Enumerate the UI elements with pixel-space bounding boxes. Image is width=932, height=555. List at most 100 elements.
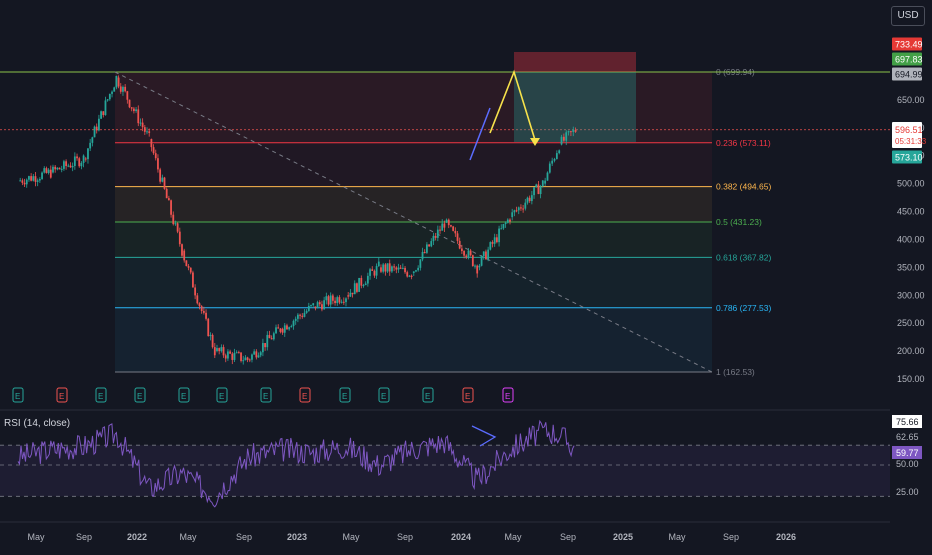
earnings-marker-label: E: [505, 392, 510, 401]
time-label: Sep: [560, 532, 576, 542]
candle-body: [246, 357, 249, 360]
candle-body: [65, 161, 68, 166]
candle-body: [187, 266, 190, 268]
last-price-bg: [892, 122, 922, 148]
candle-body: [93, 126, 96, 138]
candle-body: [198, 303, 201, 307]
time-label: 2024: [451, 532, 471, 542]
candle-body: [21, 180, 24, 183]
candle-body: [439, 229, 441, 231]
fib-label: 0.618 (367.82): [716, 252, 771, 262]
candle-body: [91, 137, 94, 143]
candle-body: [567, 131, 570, 133]
earnings-marker: [378, 387, 390, 403]
candle-body: [235, 352, 238, 354]
candle-body: [382, 264, 385, 272]
candle-body: [299, 314, 301, 316]
candle-body: [401, 267, 404, 269]
stop-badge-bg: [892, 150, 922, 164]
entry-badge: 697.83: [895, 55, 923, 65]
candle-body: [54, 166, 57, 170]
time-label: 2022: [127, 532, 147, 542]
countdown-badge: 05:31:33: [895, 137, 927, 146]
candle-body: [251, 354, 253, 360]
rsi-upper-bg: [892, 415, 922, 428]
candle-body: [69, 165, 72, 168]
candle-body: [237, 352, 240, 354]
candle-body: [23, 182, 26, 185]
candle-body: [493, 237, 496, 244]
candle-body: [506, 219, 509, 223]
rsi-band: [0, 445, 890, 497]
rsi-title: RSI (14, close): [4, 418, 71, 429]
candle-body: [397, 267, 400, 270]
price-tick: 650.00: [897, 95, 925, 105]
candle-body: [489, 242, 492, 250]
candle-body: [314, 306, 317, 309]
candle-body: [327, 296, 330, 305]
earnings-marker-label: E: [181, 392, 186, 401]
candle-body: [157, 158, 159, 170]
candle-body: [222, 347, 225, 356]
candle-body: [471, 255, 474, 267]
price-tick: 300.00: [897, 290, 925, 300]
level-badge-bg: [892, 67, 922, 81]
rsi-arrow: [471, 425, 497, 447]
candle-body: [517, 207, 520, 211]
candle-body: [426, 244, 428, 253]
candle-body: [218, 348, 221, 352]
candle-body: [115, 76, 118, 88]
candle-body: [248, 359, 251, 361]
candle-body: [364, 283, 367, 286]
fib-label: 0.382 (494.65): [716, 182, 771, 192]
candle-body: [209, 334, 212, 337]
candle-body: [412, 271, 415, 273]
rsi-band-low-label: 25.00: [896, 487, 919, 497]
candle-body: [288, 327, 291, 330]
candle-body: [520, 207, 522, 209]
candle-body: [478, 265, 481, 268]
candle-body: [537, 184, 540, 195]
candle-body: [279, 328, 282, 332]
time-label: Sep: [723, 532, 739, 542]
candle-body: [303, 312, 306, 317]
candle-body: [30, 176, 33, 181]
candle-body: [558, 150, 561, 154]
earnings-marker-label: E: [381, 392, 386, 401]
candle-body: [386, 263, 389, 272]
candle-body: [358, 277, 361, 292]
candle-body: [78, 158, 81, 167]
candle-body: [192, 272, 194, 288]
candle-body: [82, 155, 85, 163]
candle-body: [347, 295, 350, 297]
candle-body: [244, 357, 247, 361]
candle-body: [546, 172, 549, 181]
candle-body: [338, 297, 341, 303]
candle-body: [117, 77, 120, 87]
currency-selector[interactable]: USD: [891, 6, 925, 26]
candle-body: [294, 318, 297, 321]
candle-body: [34, 176, 37, 182]
time-label: Sep: [397, 532, 413, 542]
candle-body: [487, 249, 490, 260]
earnings-marker-label: E: [137, 392, 142, 401]
time-label: May: [27, 532, 45, 542]
candle-body: [463, 251, 465, 256]
candle-body: [391, 266, 393, 272]
candle-body: [528, 197, 531, 202]
fib-label: 0.5 (431.23): [716, 217, 762, 227]
candle-body: [163, 177, 166, 189]
earnings-marker: [339, 387, 351, 403]
candle-body: [233, 352, 236, 360]
candle-body: [562, 136, 565, 141]
candle-body: [428, 244, 430, 247]
candle-body: [67, 165, 70, 167]
candle-body: [485, 251, 487, 260]
candle-body: [152, 147, 155, 154]
candle-body: [334, 300, 336, 304]
candle-body: [47, 169, 50, 173]
candle-body: [213, 347, 216, 356]
candle-body: [194, 287, 197, 296]
